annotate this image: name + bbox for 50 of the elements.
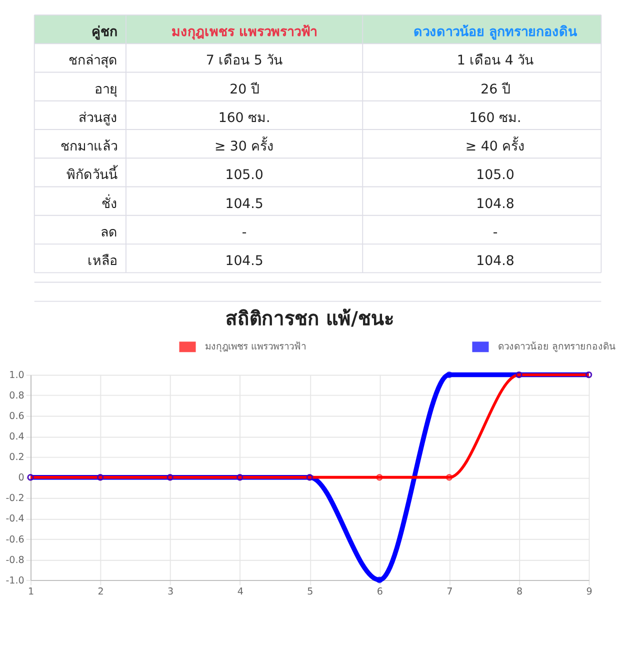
text: มงกุฎเพชร แพรวพราวฟ้า <box>171 24 318 40</box>
text: 105.0 <box>476 168 514 184</box>
text: ≥ 40 ครั้ง <box>465 136 526 155</box>
x-tick-label: 7 <box>446 586 453 598</box>
x-tick-label: 3 <box>168 586 174 598</box>
text: ดวงดาวน้อย ลูกทรายกองดิน <box>413 24 578 40</box>
text: 105.0 <box>225 168 264 184</box>
x-tick-label: 8 <box>516 586 523 598</box>
text: ชั่ง <box>101 194 118 212</box>
text: ลด <box>100 225 118 240</box>
text: 1 เดือน 4 วัน <box>456 52 534 69</box>
y-tick-label: 1.0 <box>9 370 24 382</box>
text: 26 ปี <box>480 81 510 98</box>
y-tick-label: -0.8 <box>6 554 24 566</box>
x-tick-label: 4 <box>237 586 244 598</box>
y-tick-label: 0 <box>18 472 24 484</box>
y-tick-label: -0.2 <box>6 493 24 504</box>
text: 160 ซม. <box>218 110 270 126</box>
text: ≥ 30 ครั้ง <box>214 136 274 155</box>
x-tick-label: 2 <box>98 586 104 598</box>
text: 20 ปี <box>230 81 259 98</box>
x-tick-label: 5 <box>307 586 314 598</box>
text: - <box>492 225 498 240</box>
text: ส่วนสูง <box>78 110 118 126</box>
y-tick-label: -1.0 <box>6 575 24 586</box>
text: 104.5 <box>225 196 264 212</box>
chart-title: สถิติการชก แพ้/ชนะ <box>225 308 394 330</box>
text: อายุ <box>94 82 118 98</box>
text: เหลือ <box>87 253 118 270</box>
text: 104.5 <box>225 254 264 270</box>
legend-label: มงกุฎเพชร แพรวพราวฟ้า <box>205 342 306 353</box>
text: - <box>242 225 247 240</box>
text: พิกัดวันนี้ <box>66 165 118 184</box>
y-tick-label: -0.4 <box>6 514 24 525</box>
text: คู่ชก <box>91 25 118 40</box>
text: 104.8 <box>476 254 514 270</box>
y-tick-label: -0.6 <box>6 534 24 546</box>
text: ชกมาแล้ว <box>60 138 118 155</box>
x-tick-label: 1 <box>28 586 34 598</box>
x-tick-label: 9 <box>586 586 592 598</box>
text: 160 ซม. <box>469 110 522 126</box>
y-tick-label: 0.4 <box>9 432 24 443</box>
text: 104.8 <box>476 196 514 212</box>
y-tick-label: 0.2 <box>9 452 24 464</box>
text: ชกล่าสุด <box>68 54 118 69</box>
y-tick-label: 0.6 <box>9 411 24 422</box>
x-tick-label: 6 <box>376 586 383 598</box>
text: 7 เดือน 5 วัน <box>206 52 283 69</box>
legend-label: ดวงดาวน้อย ลูกทรายกองดิน <box>498 342 616 353</box>
y-tick-label: 0.8 <box>9 390 24 402</box>
